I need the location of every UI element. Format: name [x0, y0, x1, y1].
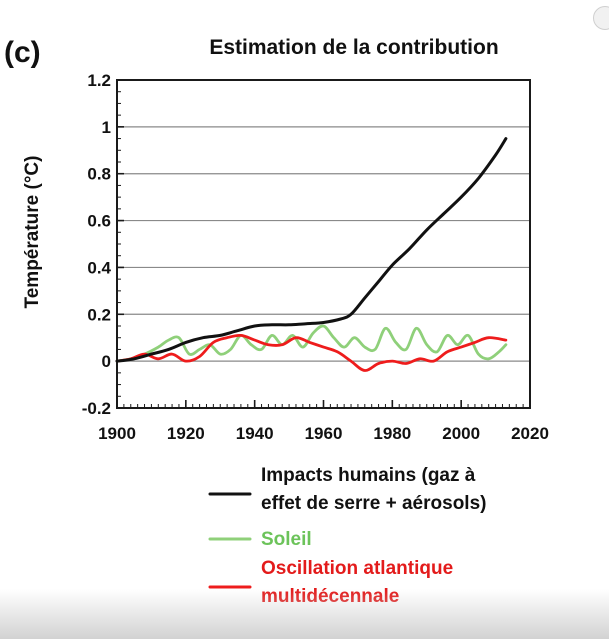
series-line-1: [115, 324, 508, 363]
panel-label: (c): [4, 36, 41, 69]
x-tick-label: 2020: [511, 424, 549, 443]
legend: Impacts humains (gaz à effet de serre + a…: [208, 465, 486, 607]
x-tick-label: 1960: [305, 424, 343, 443]
legend-label: Impacts humains (gaz à: [261, 465, 476, 486]
bottom-shadow: [0, 589, 609, 639]
info-icon[interactable]: [593, 6, 609, 30]
legend-label: Oscillation atlantique: [261, 558, 453, 579]
y-tick-label: -0.2: [82, 399, 111, 418]
y-tick-label: 0.8: [87, 165, 111, 184]
y-axis-label: Température (°C): [22, 156, 43, 309]
y-tick-label: 1.2: [87, 71, 111, 90]
series-line-0: [115, 137, 508, 363]
y-tick-label: 1: [102, 118, 111, 137]
x-tick-label: 1920: [167, 424, 205, 443]
x-tick-label: 1980: [373, 424, 411, 443]
x-tick-label: 1900: [98, 424, 136, 443]
legend-label: effet de serre + aérosols): [261, 493, 486, 514]
chart-title: Estimation de la contribution: [209, 36, 498, 59]
x-tick-label: 2000: [442, 424, 480, 443]
y-tick-label: 0: [102, 352, 111, 371]
y-tick-label: 0.4: [87, 258, 111, 277]
plot-area: -0.2 0 0.2 0.4 0.6 0.8 1 1.2 1900 1920 1940 1960 198…: [82, 71, 549, 443]
legend-label: Soleil: [261, 529, 312, 550]
x-tick-label: 1940: [236, 424, 274, 443]
series-line-2: [115, 333, 508, 372]
y-tick-label: 0.2: [87, 305, 111, 324]
y-tick-label: 0.6: [87, 212, 111, 231]
